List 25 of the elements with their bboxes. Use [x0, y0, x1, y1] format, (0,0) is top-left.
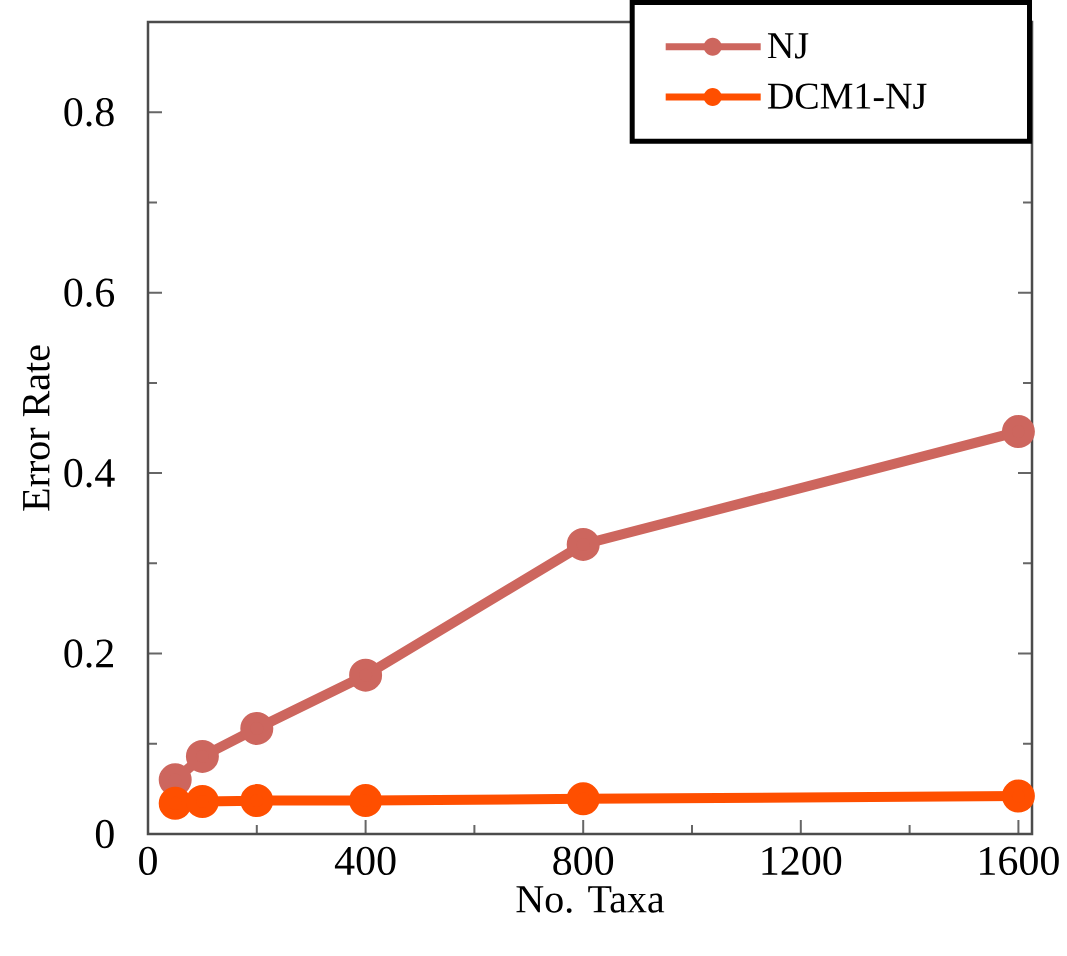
y-tick-label: 0.6 — [64, 278, 115, 307]
y-tick-label: 0 — [95, 819, 114, 849]
y-tick-label: 0.8 — [64, 97, 114, 127]
legend-label: DCM1-NJ — [767, 83, 927, 109]
point — [185, 739, 219, 773]
y-axis-title: Error Rate — [23, 345, 50, 511]
y-tick-label: 0.4 — [64, 458, 115, 488]
point — [566, 782, 600, 816]
point — [349, 658, 383, 692]
x-tick-label: 400 — [334, 846, 396, 876]
point — [185, 785, 219, 819]
x-tick-label: 1200 — [762, 846, 842, 876]
y-tick-label: 0.2 — [64, 639, 113, 668]
x-tick-label: 1600 — [980, 846, 1059, 876]
point — [240, 711, 274, 745]
point — [158, 786, 192, 820]
point — [1001, 779, 1035, 813]
point — [566, 527, 600, 561]
x-axis-title: No. Taxa — [516, 886, 665, 913]
point — [1001, 415, 1035, 449]
point — [349, 784, 383, 818]
x-tick-label: 0 — [139, 846, 157, 876]
x-tick-label: 800 — [553, 846, 614, 876]
point — [240, 784, 274, 818]
legend-label: NJ — [767, 33, 809, 59]
